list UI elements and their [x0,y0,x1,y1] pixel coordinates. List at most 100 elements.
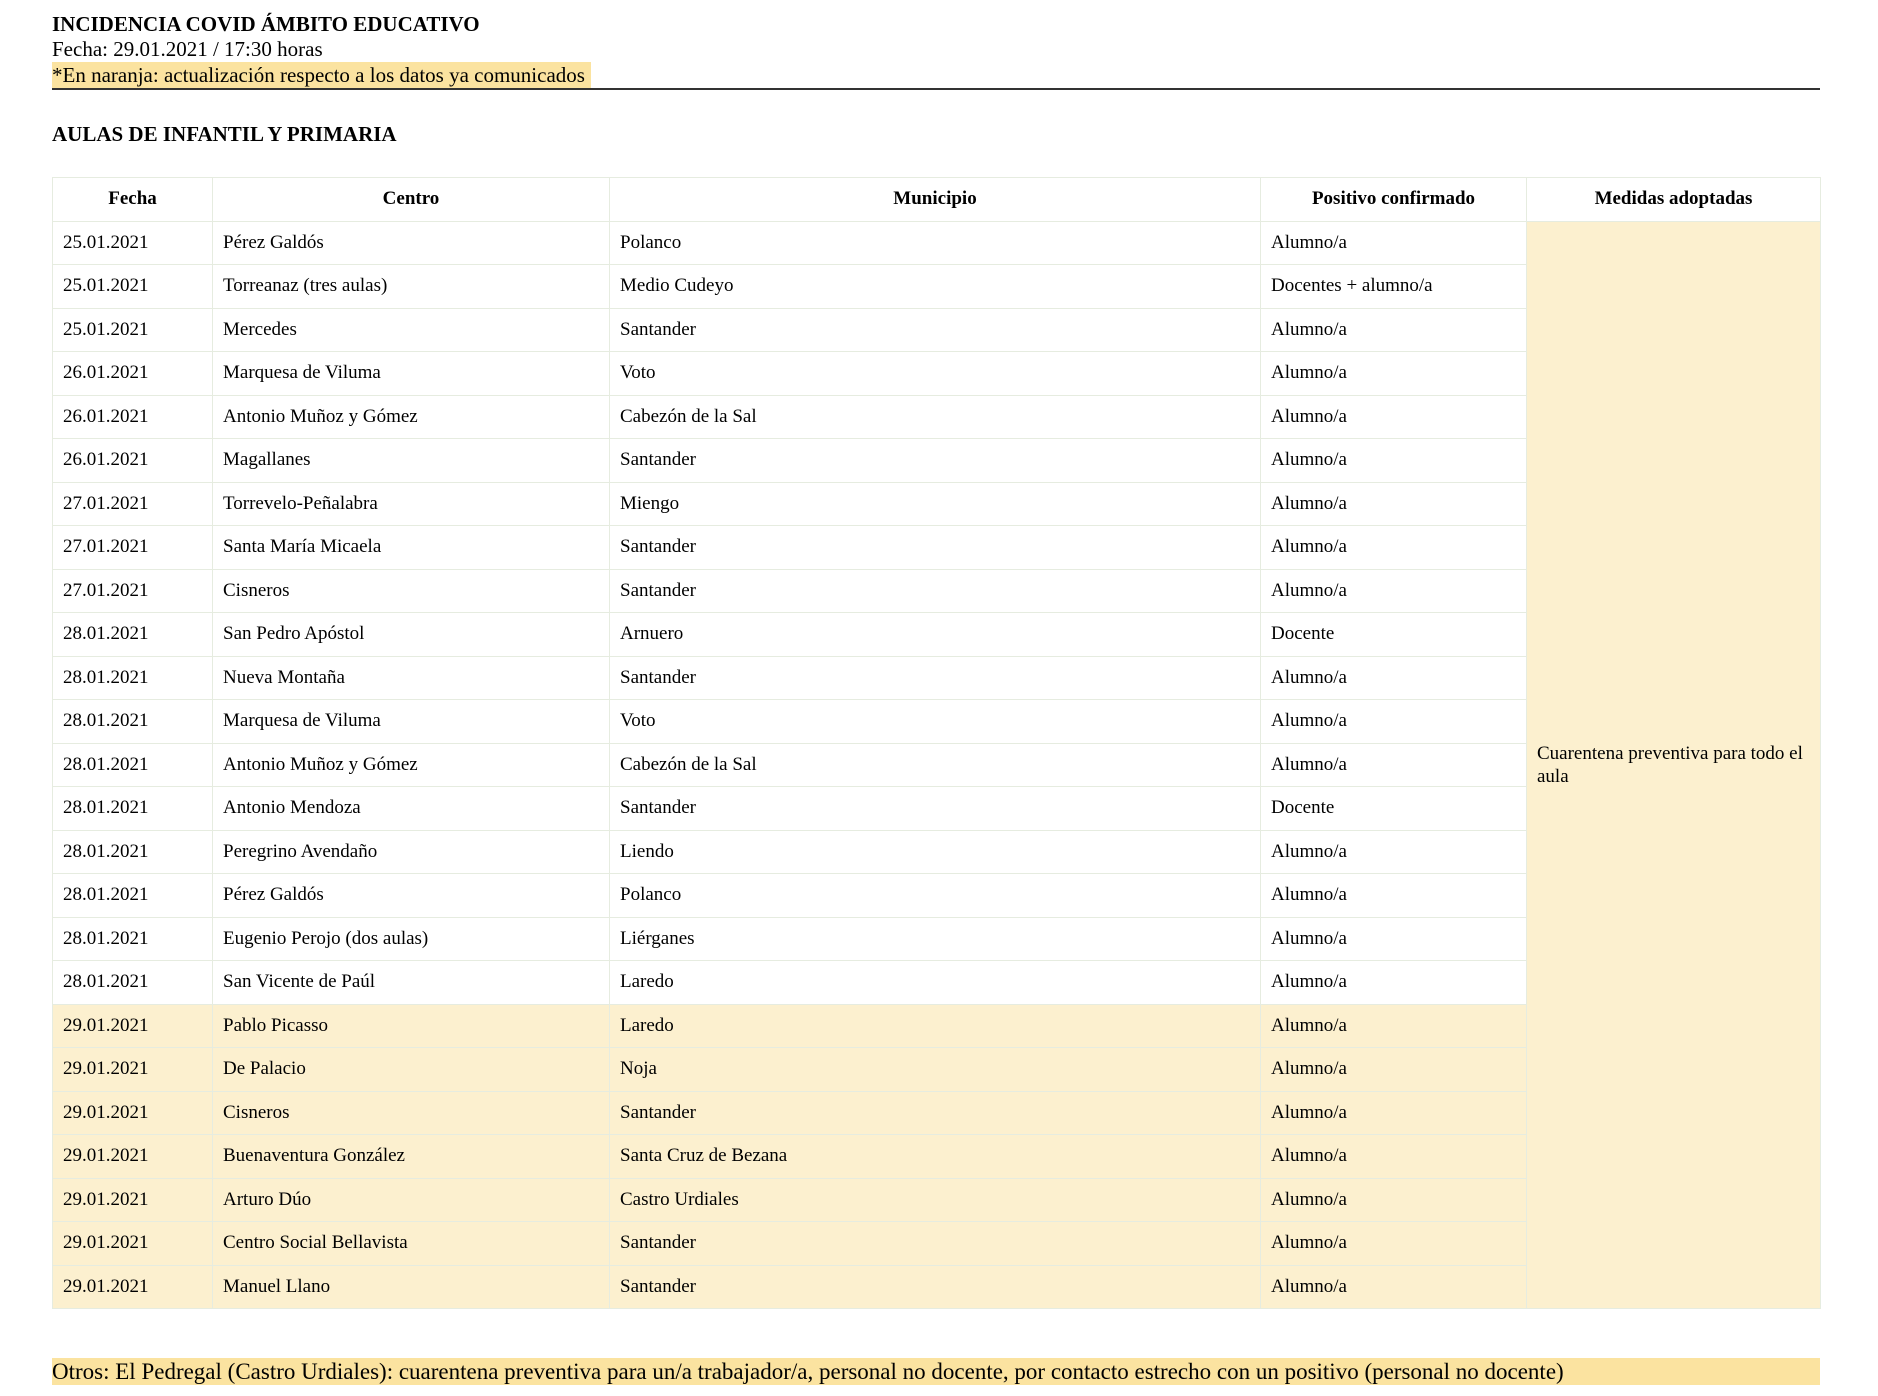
cell-fecha: 27.01.2021 [52,525,213,570]
cell-centro: Arturo Dúo [212,1177,610,1222]
table-row: 28.01.2021 Peregrino Avendaño Liendo Alumno… [52,829,1821,874]
cell-centro: Torreanaz (tres aulas) [212,264,610,309]
cell-fecha: 25.01.2021 [52,264,213,309]
cell-municipio: Polanco [609,220,1261,265]
cell-positivo: Alumno/a [1260,916,1527,961]
cell-positivo: Alumno/a [1260,394,1527,439]
cell-positivo: Alumno/a [1260,829,1527,874]
cell-positivo: Docente [1260,612,1527,657]
cell-fecha: 28.01.2021 [52,655,213,700]
cell-fecha: 25.01.2021 [52,307,213,352]
cell-positivo: Alumno/a [1260,699,1527,744]
column-header-centro: Centro [212,177,610,222]
column-header-fecha: Fecha [52,177,213,222]
table-row: 27.01.2021 Santa María Micaela Santander Al… [52,525,1821,570]
cell-fecha: 29.01.2021 [52,1003,213,1048]
table-row: 29.01.2021 De Palacio Noja Alumno/a [52,1047,1821,1092]
cell-positivo: Alumno/a [1260,960,1527,1005]
cell-centro: Marquesa de Viluma [212,699,610,744]
cell-municipio: Noja [609,1047,1261,1092]
table-row: 26.01.2021 Antonio Muñoz y Gómez Cabezón d… [52,394,1821,439]
table-row: 25.01.2021 Pérez Galdós Polanco Alumno/a Cua… [52,220,1821,1309]
column-header-municipio: Municipio [609,177,1261,222]
cell-positivo: Alumno/a [1260,655,1527,700]
cell-municipio: Arnuero [609,612,1261,657]
cell-centro: De Palacio [212,1047,610,1092]
legend-note: *En naranja: actualización respecto a lo… [52,62,591,88]
cell-centro: Mercedes [212,307,610,352]
cell-centro: Pérez Galdós [212,220,610,265]
report-date: Fecha: 29.01.2021 / 17:30 horas [52,37,323,61]
cell-positivo: Alumno/a [1260,438,1527,483]
table-row: 28.01.2021 Antonio Muñoz y Gómez Cabezón d… [52,742,1821,787]
table-row: 28.01.2021 Eugenio Perojo (dos aulas) Liér… [52,916,1821,961]
table-row: 27.01.2021 Cisneros Santander Alumno/a [52,568,1821,613]
cell-fecha: 28.01.2021 [52,786,213,831]
table-row: 26.01.2021 Magallanes Santander Alumno/a [52,438,1821,483]
cell-fecha: 28.01.2021 [52,916,213,961]
cell-municipio: Liendo [609,829,1261,874]
cell-fecha: 28.01.2021 [52,960,213,1005]
cell-centro: San Pedro Apóstol [212,612,610,657]
cell-positivo: Alumno/a [1260,742,1527,787]
cell-municipio: Santander [609,1264,1261,1309]
table-row: 28.01.2021 San Pedro Apóstol Arnuero Docent… [52,612,1821,657]
cell-centro: Nueva Montaña [212,655,610,700]
cell-centro: Cisneros [212,1090,610,1135]
cell-positivo: Alumno/a [1260,481,1527,526]
table-row: 28.01.2021 Pérez Galdós Polanco Alumno/a [52,873,1821,918]
cell-fecha: 29.01.2021 [52,1264,213,1309]
section-title: AULAS DE INFANTIL Y PRIMARIA [52,122,397,146]
cell-centro: Santa María Micaela [212,525,610,570]
cell-fecha: 27.01.2021 [52,568,213,613]
cell-fecha: 29.01.2021 [52,1221,213,1266]
cell-centro: Eugenio Perojo (dos aulas) [212,916,610,961]
cell-centro: Antonio Muñoz y Gómez [212,742,610,787]
cell-municipio: Voto [609,351,1261,396]
cell-positivo: Alumno/a [1260,873,1527,918]
cell-municipio: Santander [609,525,1261,570]
cell-positivo: Alumno/a [1260,1090,1527,1135]
cell-fecha: 29.01.2021 [52,1090,213,1135]
cell-municipio: Laredo [609,960,1261,1005]
cell-fecha: 25.01.2021 [52,220,213,265]
table-row: 29.01.2021 Buenaventura González Santa Cru… [52,1134,1821,1179]
cell-municipio: Cabezón de la Sal [609,394,1261,439]
cell-positivo: Alumno/a [1260,1047,1527,1092]
otros-note: Otros: El Pedregal (Castro Urdiales): cu… [52,1358,1820,1385]
cell-positivo: Alumno/a [1260,220,1527,265]
cell-positivo: Docentes + alumno/a [1260,264,1527,309]
cell-municipio: Miengo [609,481,1261,526]
table-row: 28.01.2021 Antonio Mendoza Santander Docent… [52,786,1821,831]
cell-municipio: Polanco [609,873,1261,918]
table-row: 29.01.2021 Manuel Llano Santander Alumno/a [52,1264,1821,1309]
table-row: 29.01.2021 Arturo Dúo Castro Urdiales Alumn… [52,1177,1821,1222]
cell-centro: Pérez Galdós [212,873,610,918]
cell-centro: Manuel Llano [212,1264,610,1309]
cell-centro: Marquesa de Viluma [212,351,610,396]
cell-positivo: Alumno/a [1260,307,1527,352]
cell-municipio: Liérganes [609,916,1261,961]
column-header-positivo: Positivo confirmado [1260,177,1527,222]
cell-positivo: Alumno/a [1260,568,1527,613]
cell-municipio: Santander [609,786,1261,831]
cell-centro: Magallanes [212,438,610,483]
table-row: 27.01.2021 Torrevelo-Peñalabra Miengo Alumn… [52,481,1821,526]
cell-centro: Centro Social Bellavista [212,1221,610,1266]
column-header-medidas: Medidas adoptadas [1526,177,1821,222]
cell-positivo: Alumno/a [1260,1264,1527,1309]
cell-centro: Pablo Picasso [212,1003,610,1048]
cell-municipio: Santander [609,1221,1261,1266]
cell-centro: San Vicente de Paúl [212,960,610,1005]
table-row: 29.01.2021 Pablo Picasso Laredo Alumno/a [52,1003,1821,1048]
cell-centro: Antonio Mendoza [212,786,610,831]
cell-municipio: Santander [609,1090,1261,1135]
cell-fecha: 28.01.2021 [52,612,213,657]
cell-fecha: 28.01.2021 [52,873,213,918]
cell-fecha: 29.01.2021 [52,1047,213,1092]
cell-positivo: Alumno/a [1260,1134,1527,1179]
table-row: 28.01.2021 Marquesa de Viluma Voto Alumno/a [52,699,1821,744]
cell-fecha: 26.01.2021 [52,351,213,396]
cell-municipio: Cabezón de la Sal [609,742,1261,787]
table-row: 25.01.2021 Torreanaz (tres aulas) Medio Cu… [52,264,1821,309]
